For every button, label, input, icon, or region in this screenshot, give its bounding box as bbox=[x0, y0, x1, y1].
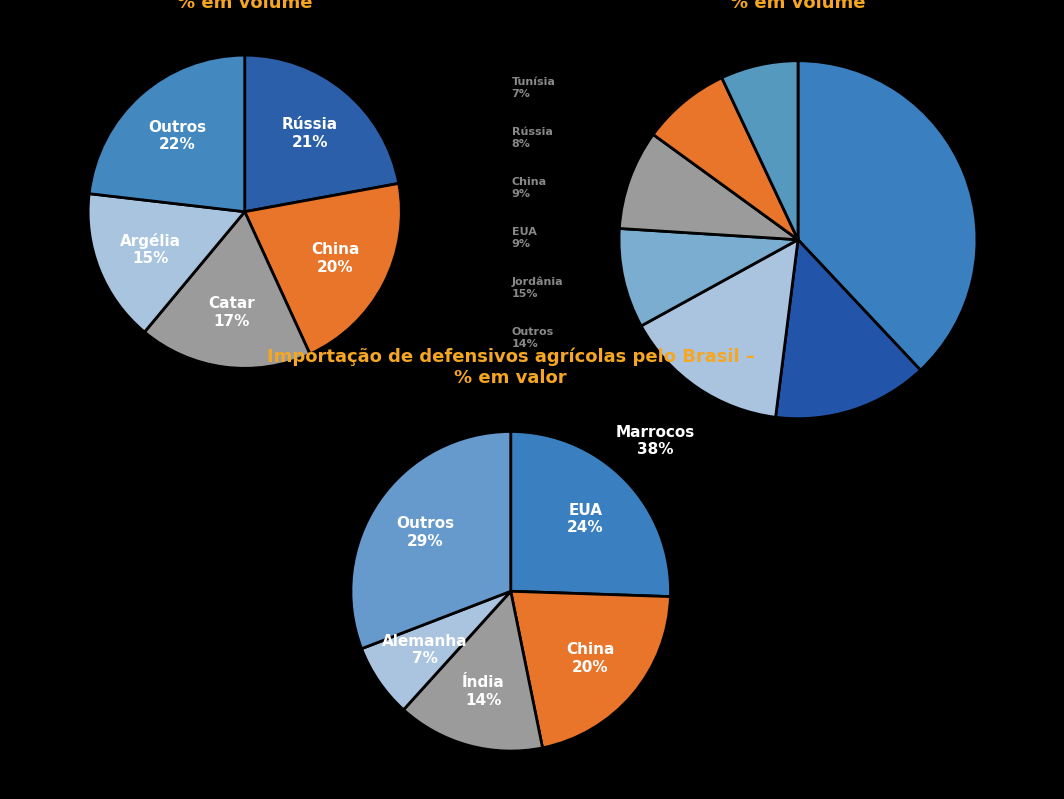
Text: China
20%: China 20% bbox=[311, 242, 360, 275]
Wedge shape bbox=[776, 240, 920, 419]
Text: Jordânia
15%: Jordânia 15% bbox=[512, 277, 563, 299]
Wedge shape bbox=[721, 61, 798, 240]
Wedge shape bbox=[511, 431, 670, 597]
Wedge shape bbox=[619, 229, 798, 326]
Title: Importação de defensivos agrícolas pelo Brasil –
% em valor: Importação de defensivos agrícolas pelo … bbox=[267, 348, 754, 388]
Title: Importação de Fosfatados pelo Brasil –
% em volume: Importação de Fosfatados pelo Brasil – %… bbox=[602, 0, 994, 12]
Wedge shape bbox=[362, 591, 511, 710]
Text: Índia
14%: Índia 14% bbox=[462, 675, 504, 708]
Wedge shape bbox=[642, 240, 798, 417]
Wedge shape bbox=[89, 55, 245, 212]
Wedge shape bbox=[88, 193, 245, 332]
Text: EUA
24%: EUA 24% bbox=[567, 503, 603, 535]
Text: Alemanha
7%: Alemanha 7% bbox=[382, 634, 468, 666]
Text: EUA
9%: EUA 9% bbox=[512, 227, 536, 248]
Text: Outros
29%: Outros 29% bbox=[396, 516, 454, 549]
Wedge shape bbox=[653, 78, 798, 240]
Wedge shape bbox=[511, 591, 670, 748]
Title: Importação de Nitrogenados pelo Brasil –
% em volume: Importação de Nitrogenados pelo Brasil –… bbox=[36, 0, 453, 12]
Wedge shape bbox=[351, 431, 511, 649]
Text: Argélia
15%: Argélia 15% bbox=[120, 233, 181, 266]
Text: Marrocos
38%: Marrocos 38% bbox=[615, 425, 695, 457]
Text: Catar
17%: Catar 17% bbox=[207, 296, 254, 329]
Text: Tunísia
7%: Tunísia 7% bbox=[512, 77, 555, 98]
Wedge shape bbox=[245, 184, 401, 354]
Wedge shape bbox=[245, 55, 399, 212]
Wedge shape bbox=[798, 61, 977, 370]
Text: Outros
14%: Outros 14% bbox=[512, 328, 554, 349]
Wedge shape bbox=[619, 134, 798, 240]
Text: China
20%: China 20% bbox=[566, 642, 614, 674]
Wedge shape bbox=[145, 212, 310, 368]
Text: Rússia
8%: Rússia 8% bbox=[512, 127, 552, 149]
Wedge shape bbox=[403, 591, 543, 751]
Text: China
9%: China 9% bbox=[512, 177, 547, 199]
Text: Rússia
21%: Rússia 21% bbox=[282, 117, 338, 149]
Text: Outros
22%: Outros 22% bbox=[148, 120, 206, 152]
